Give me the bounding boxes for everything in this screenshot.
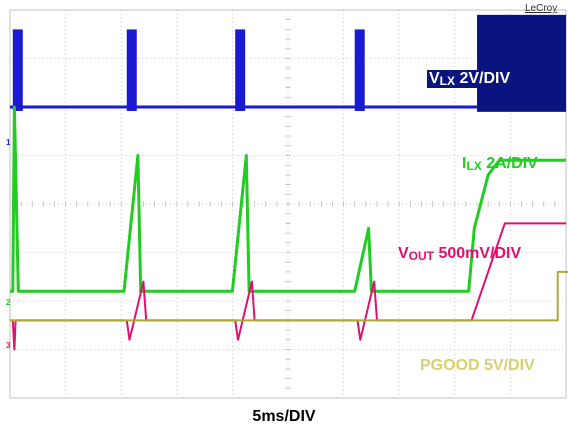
series-ilx — [10, 105, 566, 293]
series-pgood — [10, 270, 568, 322]
vlx-switching-block — [477, 14, 567, 112]
brand-logo: LeCroy — [525, 3, 558, 14]
grid — [9, 9, 567, 399]
channel-marker-1: 1 — [6, 138, 11, 147]
channel-marker-2: 2 — [6, 298, 11, 307]
series-vlx — [10, 14, 567, 112]
ilx-label: ILX 2A/DIV — [462, 155, 538, 173]
vlx-burst-3 — [354, 29, 365, 111]
pgood-label: PGOOD 5V/DIV — [420, 357, 535, 374]
vlx-label: VLX 2V/DIV — [427, 70, 513, 88]
vlx-burst-0 — [12, 29, 23, 111]
x-scale-label: 5ms/DIV — [252, 408, 316, 425]
channel-marker-3: 3 — [6, 341, 11, 350]
traces — [10, 14, 568, 351]
vlx-burst-2 — [235, 29, 246, 111]
vout-label: VOUT 500mV/DIV — [398, 245, 522, 263]
vlx-burst-1 — [126, 29, 137, 111]
